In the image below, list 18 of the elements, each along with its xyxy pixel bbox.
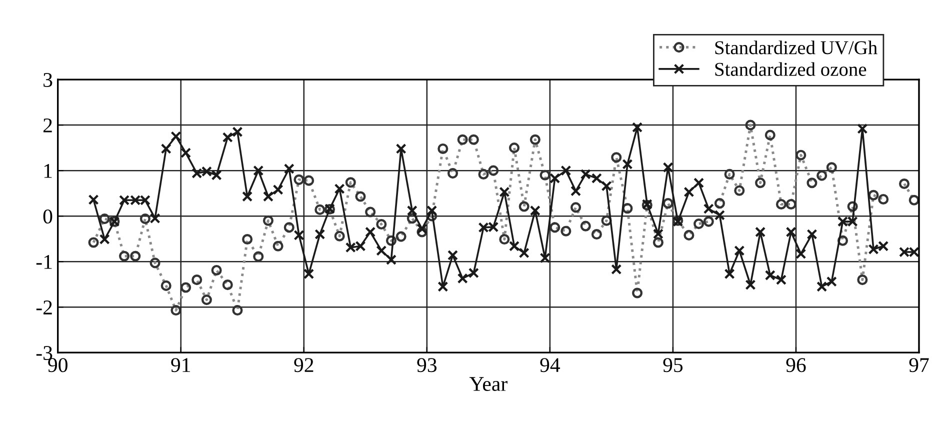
y-tick-label: -2 xyxy=(36,300,52,314)
y-tick-label: 3 xyxy=(44,72,52,87)
x-tick-label: 95 xyxy=(663,358,683,372)
y-tick-label: 1 xyxy=(44,164,52,178)
x-tick-label: 92 xyxy=(294,358,314,372)
y-tick-label: 0 xyxy=(43,209,52,224)
legend-label: Standardized UV/Gh xyxy=(715,40,878,54)
x-tick-label: 93 xyxy=(417,358,437,372)
y-tick-label: -1 xyxy=(36,255,52,269)
y-tick-label: 2 xyxy=(43,118,52,132)
x-tick-label: 94 xyxy=(540,358,560,372)
x-tick-label: 97 xyxy=(909,358,929,372)
legend-label: Standardized ozone xyxy=(715,62,866,76)
x-axis-title: Year xyxy=(469,377,508,392)
x-tick-label: 90 xyxy=(48,358,68,372)
x-tick-label: 96 xyxy=(786,358,806,372)
x-tick-label: 91 xyxy=(171,358,190,372)
y-tick-label: -3 xyxy=(36,346,52,360)
